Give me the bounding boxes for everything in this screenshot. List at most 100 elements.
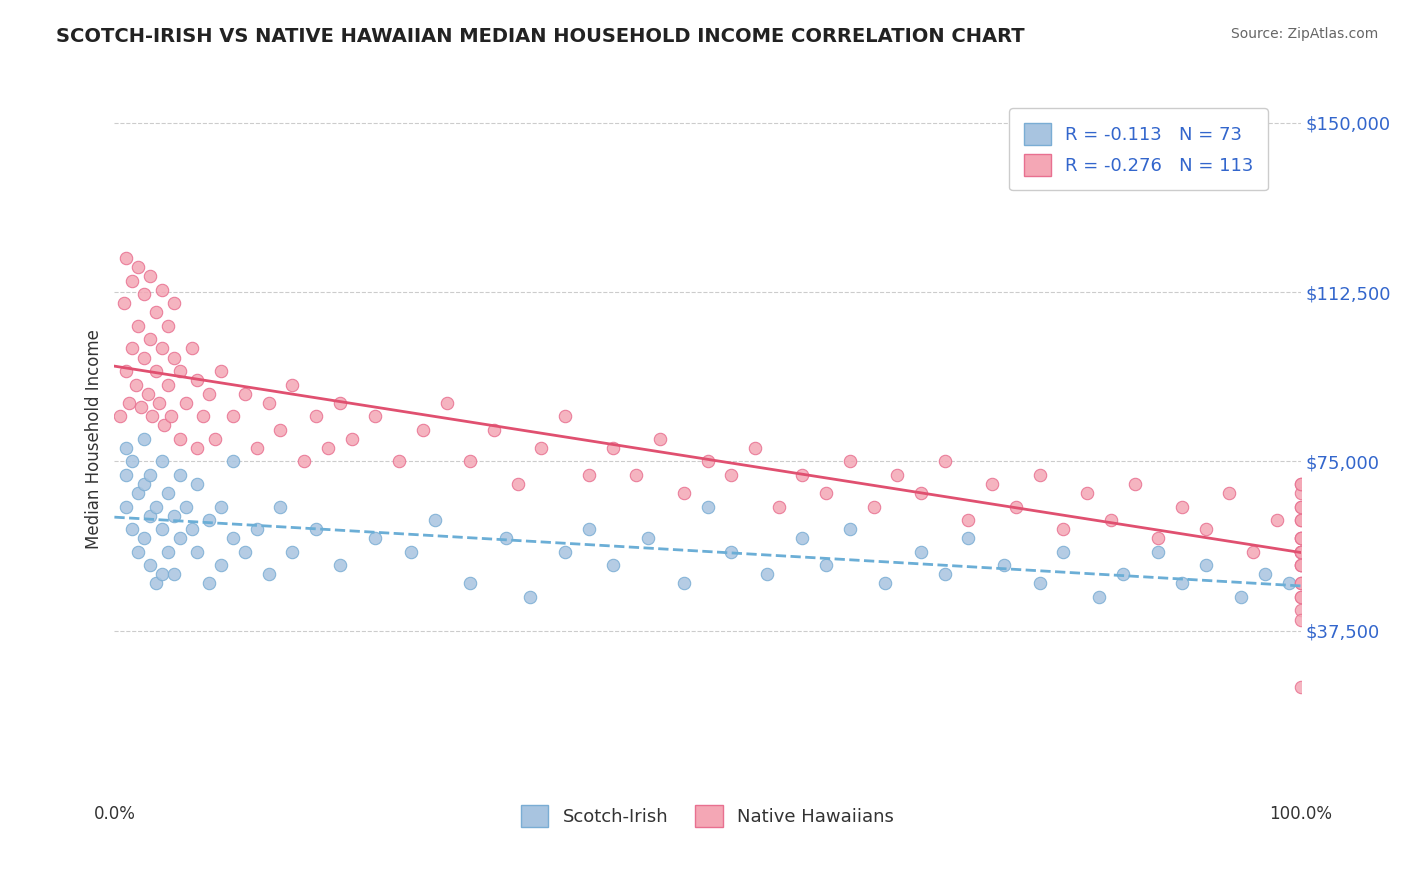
Point [672,576,695,591]
Point [1289,545,1312,559]
Point [132,351,155,365]
Point [648,432,671,446]
Point [815,486,838,500]
Point [316,441,339,455]
Point [1289,590,1312,604]
Point [696,454,718,468]
Text: SCOTCH-IRISH VS NATIVE HAWAIIAN MEDIAN HOUSEHOLD INCOME CORRELATION CHART: SCOTCH-IRISH VS NATIVE HAWAIIAN MEDIAN H… [56,27,1025,45]
Point [174,500,197,514]
Point [169,432,191,446]
Point [1289,531,1312,545]
Point [121,274,143,288]
Point [1289,531,1312,545]
Point [1289,558,1312,573]
Point [186,373,208,387]
Point [1289,545,1312,559]
Point [174,395,197,409]
Point [150,283,173,297]
Point [139,558,162,573]
Point [163,567,186,582]
Point [482,423,505,437]
Point [388,454,411,468]
Point [815,558,838,573]
Point [305,522,328,536]
Point [1052,545,1074,559]
Point [246,441,269,455]
Point [1289,603,1312,617]
Point [838,454,860,468]
Point [209,364,232,378]
Point [186,545,208,559]
Point [1289,513,1312,527]
Point [145,576,167,591]
Point [1289,500,1312,514]
Point [121,522,143,536]
Point [246,522,269,536]
Point [121,342,143,356]
Point [993,558,1015,573]
Point [139,269,162,284]
Point [1218,486,1240,500]
Point [423,513,446,527]
Point [1289,545,1312,559]
Point [292,454,315,468]
Point [141,409,163,424]
Point [1099,513,1122,527]
Point [957,531,980,545]
Point [156,545,179,559]
Point [163,508,186,523]
Point [1265,513,1288,527]
Point [1112,567,1135,582]
Point [115,500,138,514]
Point [257,567,280,582]
Point [340,432,363,446]
Point [506,477,529,491]
Point [399,545,422,559]
Point [458,576,481,591]
Point [125,377,148,392]
Point [1289,590,1312,604]
Point [115,364,138,378]
Point [1147,545,1170,559]
Point [1289,680,1312,694]
Point [136,386,159,401]
Point [436,395,458,409]
Point [1088,590,1111,604]
Point [957,513,980,527]
Point [115,467,138,482]
Point [127,260,149,275]
Point [186,477,208,491]
Point [156,318,179,333]
Point [1123,477,1146,491]
Point [233,386,256,401]
Point [1289,558,1312,573]
Point [269,423,291,437]
Point [519,590,541,604]
Point [602,558,624,573]
Point [1289,486,1312,500]
Point [117,395,139,409]
Point [1289,558,1312,573]
Point [257,395,280,409]
Point [495,531,517,545]
Point [209,558,232,573]
Point [145,500,167,514]
Point [153,418,176,433]
Point [129,401,152,415]
Point [720,545,742,559]
Point [132,287,155,301]
Point [169,531,191,545]
Point [1195,558,1218,573]
Point [156,377,179,392]
Point [530,441,553,455]
Point [672,486,695,500]
Point [139,508,162,523]
Point [1005,500,1028,514]
Point [1289,545,1312,559]
Point [329,558,352,573]
Point [198,386,221,401]
Point [127,486,149,500]
Point [458,454,481,468]
Point [792,531,814,545]
Point [1230,590,1253,604]
